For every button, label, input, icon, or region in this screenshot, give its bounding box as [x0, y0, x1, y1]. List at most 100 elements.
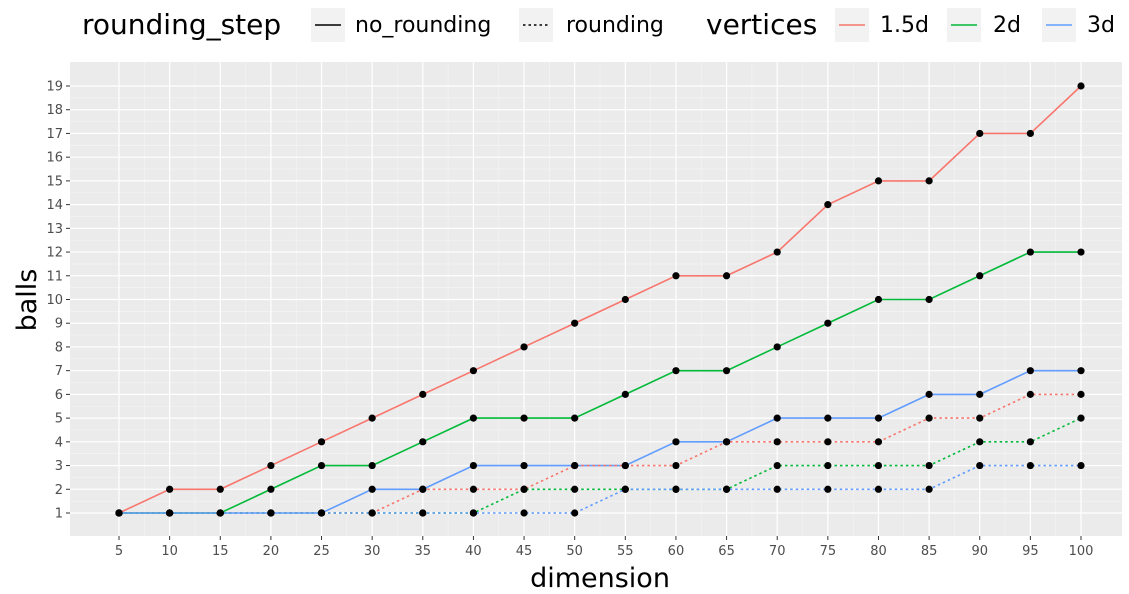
- y-tick-label: 11: [46, 269, 63, 284]
- legend-label-1.5d: 1.5d: [880, 13, 929, 38]
- data-point: [166, 485, 174, 493]
- data-point: [368, 461, 376, 470]
- x-tick-label: 55: [617, 544, 634, 559]
- data-point: [672, 461, 680, 470]
- data-point: [621, 485, 629, 493]
- y-tick-label: 2: [55, 483, 63, 498]
- legend-vertices-items: 1.5d 2d 3d: [835, 8, 1115, 42]
- y-tick-label: 1: [55, 507, 63, 522]
- x-axis-title: dimension: [530, 563, 670, 594]
- data-point: [520, 461, 528, 470]
- data-point: [1026, 461, 1034, 470]
- x-tick-label: 60: [668, 544, 685, 559]
- data-point: [976, 414, 984, 422]
- y-tick-label: 6: [55, 388, 63, 403]
- y-tick-label: 5: [55, 412, 63, 427]
- data-point: [469, 461, 478, 470]
- data-point: [267, 461, 275, 470]
- legend-title-rounding-step: rounding_step: [82, 8, 281, 41]
- data-point: [419, 485, 427, 493]
- data-point: [1026, 367, 1034, 375]
- x-tick-label: 25: [313, 544, 330, 559]
- data-point: [571, 461, 579, 470]
- y-tick-label: 12: [46, 246, 63, 261]
- series-line-2d-no_rounding: [119, 251, 1081, 514]
- data-point: [925, 390, 933, 398]
- data-point: [1077, 82, 1085, 90]
- data-point: [368, 414, 376, 422]
- data-point: [621, 295, 629, 304]
- series-line-1.5d-no_rounding: [118, 85, 1082, 514]
- x-tick-label: 85: [921, 544, 938, 559]
- legend-label-rounding: rounding: [566, 13, 664, 38]
- data-point: [976, 129, 984, 138]
- y-tick-label: 17: [46, 127, 63, 142]
- data-point: [571, 319, 579, 327]
- data-point: [773, 485, 781, 493]
- y-axis-title: balls: [12, 269, 43, 332]
- data-point: [773, 248, 781, 256]
- x-tick-label: 90: [971, 544, 988, 559]
- data-point: [874, 414, 883, 422]
- legend-label-2d: 2d: [993, 13, 1021, 38]
- data-point: [368, 485, 376, 493]
- data-point: [1026, 248, 1034, 256]
- data-point: [216, 485, 224, 493]
- y-tick-label: 19: [46, 80, 63, 95]
- data-point: [874, 438, 883, 446]
- data-point: [1026, 129, 1034, 138]
- data-point: [571, 485, 579, 493]
- data-point: [925, 461, 933, 470]
- y-tick-label: 15: [46, 174, 63, 189]
- x-tick-label: 35: [415, 544, 432, 559]
- legend-label-no_rounding: no_rounding: [355, 13, 491, 38]
- data-point: [824, 201, 832, 209]
- data-point: [976, 390, 984, 398]
- x-tick-label: 20: [263, 544, 280, 559]
- x-tick-label: 10: [161, 544, 178, 559]
- data-point: [1077, 461, 1085, 470]
- data-point: [1077, 414, 1085, 422]
- legend-rounding-step-items: no_rounding rounding: [311, 8, 664, 42]
- data-point: [874, 461, 883, 470]
- data-point: [773, 414, 781, 422]
- data-point: [1026, 390, 1034, 398]
- legend-title-vertices: vertices: [706, 8, 817, 41]
- series-line-3d-rounding: [119, 464, 1081, 514]
- data-point: [115, 509, 123, 517]
- data-point: [469, 509, 478, 517]
- data-point: [824, 461, 832, 470]
- x-tick-label: 15: [212, 544, 229, 559]
- data-point: [368, 509, 376, 517]
- y-tick-label: 16: [46, 151, 63, 166]
- y-tick-label: 13: [46, 222, 63, 237]
- data-point: [267, 485, 275, 493]
- data-point: [824, 319, 832, 327]
- data-point: [925, 177, 933, 185]
- data-point: [874, 177, 883, 185]
- x-tick-label: 95: [1022, 544, 1039, 559]
- data-point: [317, 461, 326, 470]
- data-point: [773, 343, 781, 351]
- data-point: [722, 438, 731, 446]
- data-points: [115, 82, 1085, 517]
- data-point: [925, 295, 933, 304]
- x-tick-label: 80: [870, 544, 887, 559]
- data-point: [317, 509, 326, 517]
- x-tick-label: 45: [516, 544, 533, 559]
- data-point: [621, 390, 629, 398]
- data-point: [824, 438, 832, 446]
- data-point: [1077, 390, 1085, 398]
- data-point: [773, 461, 781, 470]
- data-point: [520, 343, 528, 351]
- y-tick-label: 8: [55, 340, 63, 355]
- data-point: [722, 272, 731, 280]
- data-point: [874, 295, 883, 304]
- data-point: [469, 414, 478, 422]
- y-tick-label: 4: [55, 435, 63, 450]
- y-tick-label: 10: [46, 293, 63, 308]
- y-tick-label: 9: [55, 317, 63, 332]
- data-point: [976, 272, 984, 280]
